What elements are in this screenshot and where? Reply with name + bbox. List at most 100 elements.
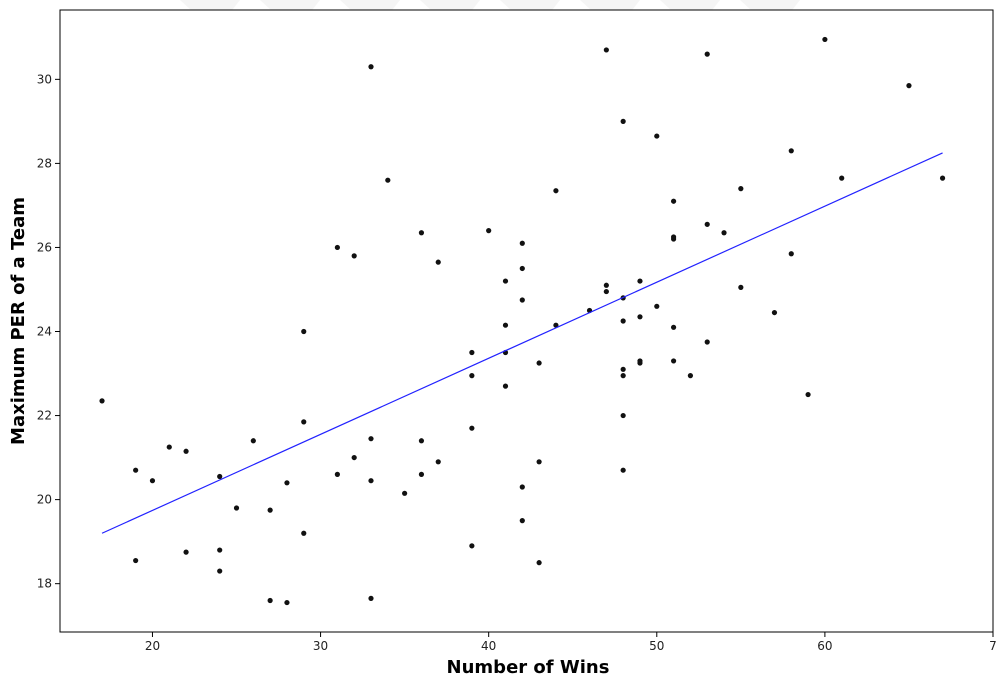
data-points xyxy=(99,36,946,606)
data-point xyxy=(603,288,609,295)
data-point xyxy=(788,251,794,257)
data-point xyxy=(670,236,677,242)
data-point xyxy=(301,419,307,425)
data-point xyxy=(351,253,357,259)
data-point xyxy=(738,284,744,290)
data-point xyxy=(654,303,660,309)
data-point xyxy=(687,373,694,379)
data-point xyxy=(620,366,626,372)
data-point xyxy=(654,133,660,139)
data-point xyxy=(536,360,542,366)
data-point xyxy=(553,188,559,194)
data-point xyxy=(486,228,492,234)
data-point xyxy=(620,318,626,324)
data-point xyxy=(637,314,643,320)
data-point xyxy=(502,278,509,284)
y-axis-title: Maximum PER of a Team xyxy=(8,197,29,445)
y-axis: 18 20 22 24 26 28 30 xyxy=(37,72,60,591)
data-point xyxy=(217,547,223,553)
data-point xyxy=(670,324,677,330)
data-point xyxy=(637,360,643,366)
data-point xyxy=(519,484,525,490)
x-tick-label: 60 xyxy=(817,639,832,653)
x-axis: 20 30 40 50 60 7 xyxy=(145,632,996,653)
data-point xyxy=(368,478,374,484)
data-point xyxy=(519,265,525,272)
data-point xyxy=(351,454,357,461)
y-tick-label: 18 xyxy=(37,577,52,591)
data-point xyxy=(166,444,172,450)
data-point xyxy=(99,398,105,404)
data-point xyxy=(368,436,374,442)
data-point xyxy=(805,391,811,398)
x-tick-label: 30 xyxy=(313,639,328,653)
data-point xyxy=(301,328,307,335)
y-tick-label: 22 xyxy=(37,409,52,423)
data-point xyxy=(620,118,626,124)
y-tick-label: 20 xyxy=(37,493,52,507)
data-point xyxy=(502,383,509,389)
data-point xyxy=(603,47,609,53)
data-point xyxy=(334,471,340,477)
data-point xyxy=(603,282,609,288)
data-point xyxy=(839,175,845,181)
data-point xyxy=(939,175,946,181)
data-point xyxy=(536,560,542,566)
data-point xyxy=(553,322,559,328)
data-point xyxy=(418,230,425,236)
data-point xyxy=(469,373,475,379)
data-point xyxy=(670,198,677,204)
data-point xyxy=(284,599,290,606)
x-axis-title: Number of Wins xyxy=(447,657,610,678)
data-point xyxy=(418,471,425,477)
trend-line xyxy=(101,152,943,534)
data-point xyxy=(771,309,778,316)
data-point xyxy=(368,595,374,601)
x-tick-label: 50 xyxy=(649,639,664,653)
data-point xyxy=(704,221,710,227)
data-point xyxy=(670,358,677,364)
data-point xyxy=(620,412,626,419)
data-point xyxy=(637,278,643,284)
data-point xyxy=(418,438,425,444)
data-point xyxy=(250,438,256,444)
data-point xyxy=(133,467,139,473)
data-point xyxy=(217,473,223,480)
data-point xyxy=(536,459,542,465)
data-point xyxy=(906,83,912,89)
data-point xyxy=(402,490,408,496)
data-point xyxy=(435,259,441,265)
data-point xyxy=(704,51,710,57)
data-point xyxy=(519,518,525,524)
data-point xyxy=(267,507,273,513)
data-point xyxy=(183,549,189,555)
data-point xyxy=(822,36,828,43)
data-point xyxy=(435,459,441,465)
x-tick-label: 7 xyxy=(989,639,996,653)
data-point xyxy=(133,557,139,564)
data-point xyxy=(217,568,223,574)
data-point xyxy=(233,505,240,511)
y-tick-label: 24 xyxy=(37,325,52,339)
plot-area xyxy=(59,9,994,633)
x-tick-label: 20 xyxy=(145,639,160,653)
data-point xyxy=(334,244,340,251)
data-point xyxy=(267,597,273,604)
data-point xyxy=(519,297,525,303)
data-point xyxy=(469,425,475,431)
y-tick-label: 26 xyxy=(37,240,52,254)
data-point xyxy=(704,339,710,345)
data-point xyxy=(284,480,290,486)
data-point xyxy=(385,177,391,183)
y-tick-label: 30 xyxy=(37,72,52,86)
data-point xyxy=(149,478,156,484)
data-point xyxy=(502,322,509,328)
data-point xyxy=(469,543,475,549)
data-point xyxy=(469,349,475,356)
data-point xyxy=(519,240,525,246)
data-point xyxy=(301,530,307,536)
x-tick-label: 40 xyxy=(481,639,496,653)
data-point xyxy=(721,230,727,236)
y-tick-label: 28 xyxy=(37,156,52,170)
